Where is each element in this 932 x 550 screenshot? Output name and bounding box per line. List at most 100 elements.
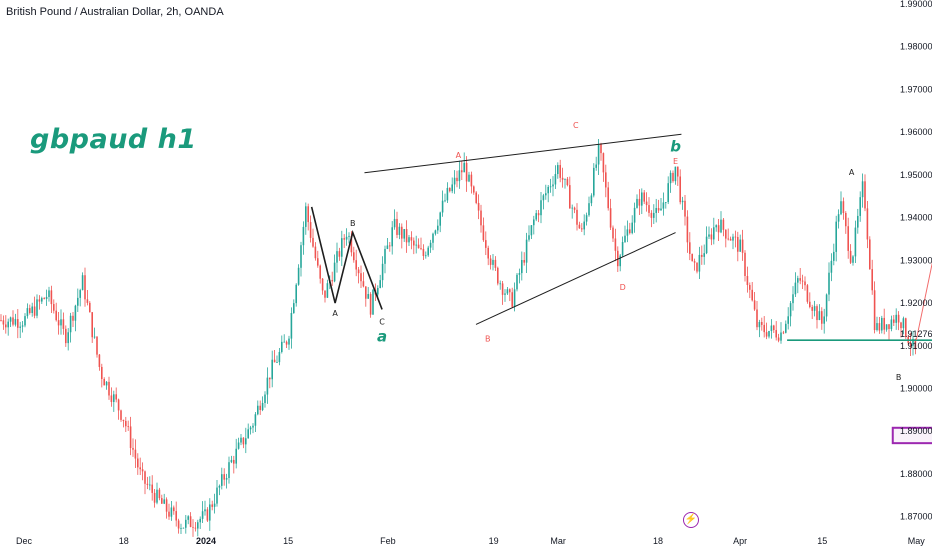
candle-body [48,290,50,297]
lightning-icon[interactable]: ⚡ [683,512,699,528]
candle-body [197,522,199,529]
candle-body [782,332,785,334]
candle-body [67,332,69,344]
candle-body [300,245,302,268]
x-tick-label: 15 [283,536,293,546]
candle-body [602,153,605,173]
candle-body [821,311,823,324]
candle-body [799,278,801,281]
candle-body [674,166,677,182]
y-tick-label: 1.99000 [900,0,932,9]
candle-body [415,244,417,246]
candle-body [775,330,777,338]
x-tick-label: 19 [489,536,499,546]
abc-zigzag [310,206,383,310]
candle-body [427,247,429,256]
candle-body [89,302,91,313]
candle-body [677,166,679,177]
candle-body [681,200,684,203]
candle-body [461,170,463,173]
candle-body [201,511,204,519]
candle-body [432,233,434,243]
chart-title: British Pound / Australian Dollar, 2h, O… [6,6,224,18]
candle-body [38,299,41,302]
candle-body [225,478,228,480]
y-tick-label: 1.88000 [900,469,932,479]
candle-body [564,178,566,180]
candle-body [912,338,914,346]
candle-body [314,246,317,259]
candle-body [324,290,326,298]
wave-label: B [350,219,356,228]
candle-body [612,227,614,239]
candle-body [429,242,432,248]
candle-body [345,236,348,240]
candle-body [465,162,468,182]
wave-label: E [673,157,678,166]
candle-body [909,342,912,346]
candle-body [391,227,393,247]
candlestick-series [0,138,917,537]
candle-body [633,207,636,223]
price-axis[interactable]: 1.99000 1.98000 1.97000 1.96000 1.95000 1.940… [900,0,932,522]
candle-body [249,427,252,430]
candle-body [444,200,446,202]
candle-body [50,290,53,305]
candle-body [804,281,806,286]
candle-body [722,219,725,230]
candle-body [557,165,559,175]
candle-body [336,251,338,263]
candle-body [523,260,525,263]
candle-body [321,278,324,291]
candle-body [597,144,600,165]
candle-body [62,319,65,329]
candle-body [69,315,72,333]
chart-annotation-text: gbpaud h1 [30,124,197,155]
candle-body [137,458,139,468]
candle-body [797,278,799,283]
candle-body [643,192,645,202]
y-tick-label: 1.92000 [900,298,932,308]
candle-body [813,306,816,311]
candle-body [302,226,305,246]
candle-body [12,317,14,325]
candle-body [554,174,557,185]
y-tick-label: 1.87000 [900,512,932,522]
candle-body [845,213,847,227]
time-axis[interactable]: Dec18202415Feb19Mar18Apr15May13Jun [16,536,932,546]
candle-body [384,248,386,264]
candle-body [765,332,768,337]
candle-body [833,251,835,261]
candle-body [475,192,477,203]
candle-body [619,255,621,267]
candle-body [888,324,890,330]
candle-body [317,258,319,266]
candle-body [854,227,857,257]
candle-body [245,438,247,445]
candle-body [631,222,633,234]
candle-body [21,325,24,327]
candle-body [189,516,192,527]
candle-body [357,269,360,274]
candle-body [686,216,689,243]
candle-body [403,229,405,239]
candle-body [590,195,593,204]
candle-body [139,467,141,470]
candle-body [2,320,5,325]
candle-body [569,185,571,209]
candle-body [96,336,98,355]
wave-label: A [849,168,855,177]
candle-body [561,177,564,180]
candle-body [381,263,384,281]
candle-body [19,326,21,328]
candle-body [605,172,607,188]
candle-body [453,177,456,185]
candle-body [727,238,729,240]
candle-body [885,324,888,330]
candle-body [393,218,396,228]
candle-body [749,285,751,290]
candle-body [261,402,264,411]
candle-body [708,234,710,237]
candle-body [290,313,293,339]
